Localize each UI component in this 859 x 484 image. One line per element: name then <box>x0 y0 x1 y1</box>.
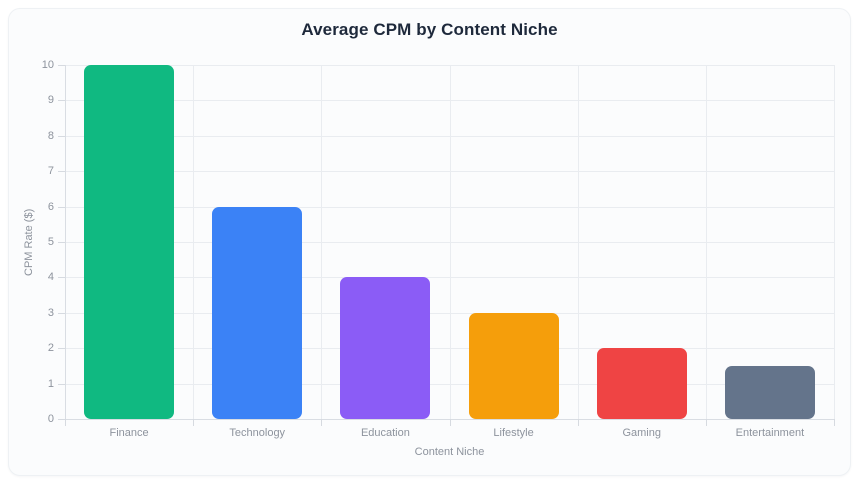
y-axis-tick-label: 10 <box>41 59 54 71</box>
y-axis-tick <box>58 65 65 66</box>
y-axis-tick <box>58 242 65 243</box>
bar-entertainment[interactable] <box>724 365 815 419</box>
plot-area: 0 1 2 3 4 5 6 7 8 9 10 Finance Technology Education Li… <box>42 59 835 439</box>
y-axis-tick <box>58 277 65 279</box>
v-gridline <box>65 65 66 419</box>
y-axis-tick-label: 0 <box>47 413 54 425</box>
x-axis-title: Content Niche <box>414 446 485 458</box>
v-gridline <box>577 65 579 419</box>
x-axis-tick <box>65 419 66 426</box>
y-axis-tick-label: 8 <box>47 129 54 142</box>
x-axis-tick <box>577 419 579 426</box>
bar-gaming[interactable] <box>596 348 687 419</box>
y-axis-tick-label: 3 <box>47 306 54 319</box>
y-axis-tick-label: 5 <box>47 236 54 248</box>
bar-education[interactable] <box>340 277 431 419</box>
y-axis-tick <box>58 312 65 314</box>
y-axis-tick <box>58 383 65 385</box>
y-axis-tick <box>58 206 65 208</box>
x-axis-tick-label: Technology <box>229 427 286 439</box>
chart-title: Average CPM by Content Niche <box>301 20 558 39</box>
y-axis-tick-label: 9 <box>47 94 54 107</box>
y-axis-tick <box>58 171 65 173</box>
x-axis-tick <box>705 419 707 426</box>
v-gridline <box>449 65 451 419</box>
y-axis-tick-label: 1 <box>47 377 54 390</box>
y-axis-tick-label: 4 <box>47 271 54 284</box>
y-axis-tick-label: 2 <box>47 342 54 355</box>
x-axis-tick <box>321 419 323 426</box>
x-axis-tick <box>193 419 195 426</box>
x-axis-tick <box>449 419 451 426</box>
bar-lifestyle[interactable] <box>468 312 559 419</box>
y-axis-tick-label: 6 <box>47 200 54 213</box>
x-axis-tick-label: Lifestyle <box>493 427 534 439</box>
y-axis-tick <box>58 135 65 137</box>
y-axis-tick-label: 7 <box>47 165 54 178</box>
bar-technology[interactable] <box>212 206 303 419</box>
x-axis-tick-label: Finance <box>109 427 149 439</box>
chart-card: Average CPM by Content Niche CPM Rate ($… <box>8 8 851 476</box>
y-axis-title: CPM Rate ($) <box>23 208 35 276</box>
x-axis-tick-label: Entertainment <box>735 427 805 439</box>
y-axis-tick <box>58 419 65 420</box>
x-axis-tick-label: Education <box>360 427 410 439</box>
bar-finance[interactable] <box>84 65 175 419</box>
v-gridline <box>834 65 835 419</box>
y-axis-tick <box>58 348 65 350</box>
y-axis-tick <box>58 100 65 102</box>
x-axis-tick-label: Gaming <box>622 427 661 439</box>
v-gridline <box>193 65 195 419</box>
x-axis-tick <box>834 419 835 426</box>
v-gridline <box>705 65 707 419</box>
v-gridline <box>321 65 323 419</box>
